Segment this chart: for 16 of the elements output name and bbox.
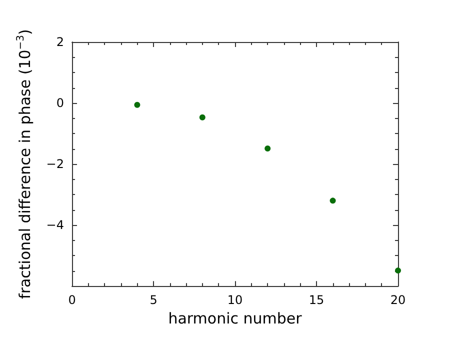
x-tick-label: 0: [68, 293, 76, 308]
y-tick-label: −2: [46, 157, 64, 172]
x-tick-label: 10: [227, 293, 243, 308]
x-tick-label: 15: [308, 293, 324, 308]
point: [134, 102, 140, 108]
point: [264, 145, 271, 152]
y-tick-label: 2: [56, 35, 64, 49]
point: [330, 198, 336, 204]
x-tick-label: 5: [150, 293, 158, 308]
y-tick-label: 0: [56, 96, 64, 110]
x-tick-label: 20: [390, 293, 406, 308]
point: [395, 268, 401, 274]
point: [199, 114, 206, 120]
x-axis-title: harmonic number: [168, 310, 303, 328]
y-axis-title: fractional difference in phase (10−3): [16, 29, 34, 299]
y-tick-label: −4: [46, 218, 64, 232]
